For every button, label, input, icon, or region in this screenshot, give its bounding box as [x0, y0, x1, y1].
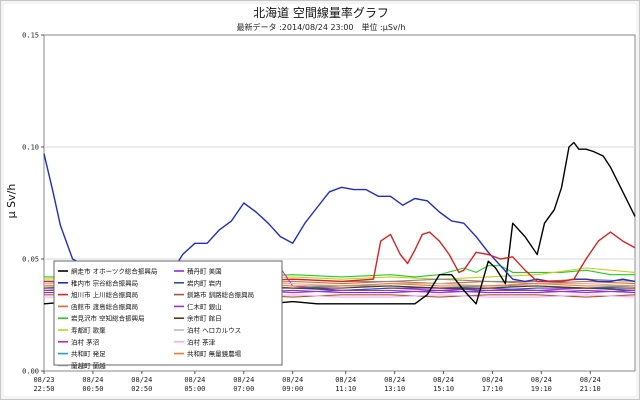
y-tick-label: 0.10: [22, 144, 39, 152]
x-tick-label: 08/24 07:00: [233, 376, 254, 393]
legend-label: 稚内市 宗谷総合振興局: [71, 278, 138, 287]
legend-label: 網走市 オホーツク総合振興局: [71, 267, 157, 276]
x-tick-label: 08/24 09:00: [282, 376, 303, 393]
legend-label: 函館市 渡島総合振興局: [71, 302, 138, 311]
legend-label: 旭川市 上川総合振興局: [71, 290, 138, 299]
x-tick-label: 08/24 13:10: [384, 376, 405, 393]
legend-label: 泊村 茅沼: [71, 337, 99, 346]
x-tick-label: 08/24 02:50: [131, 376, 152, 393]
legend-label: 余市町 館日: [187, 314, 222, 323]
y-tick-label: 0.05: [22, 256, 39, 264]
legend-label: 仁木町 銀山: [187, 302, 222, 311]
legend-label: 釧路市 釧路総合振興局: [187, 290, 254, 299]
y-tick-label: 0.00: [22, 368, 39, 376]
y-tick-label: 0.15: [22, 32, 39, 40]
legend-label: 泊村 ヘロカルウス: [187, 326, 241, 335]
legend-label: 岩見沢市 空知総合振興局: [71, 314, 145, 323]
x-tick-label: 08/24 15:10: [433, 376, 454, 393]
chart-title: 北海道 空間線量率グラフ: [253, 5, 389, 20]
legend-label: 共和町 発足: [71, 349, 106, 358]
x-tick-label: 08/24 21:10: [580, 376, 601, 393]
axis-layer: 0.00 0.05 0.10 0.15 08/23 22:50 08/24 00:50 08/2…: [22, 32, 601, 394]
x-tick-label: 08/24 05:00: [184, 376, 205, 393]
legend-label: 蘭越町 蘭越: [71, 361, 106, 370]
series-line-2: [44, 231, 636, 283]
legend-label: 積丹町 美国: [187, 267, 222, 276]
legend-label: 泊村 茶津: [187, 337, 216, 346]
x-tick-label: 08/24 17:10: [482, 376, 503, 393]
legend-box: [53, 260, 283, 366]
grid-layer: [44, 146, 635, 260]
chart-subtitle: 最新データ :2014/08/24 23:00 単位 :μSv/h: [237, 22, 406, 32]
x-tick-label: 08/24 00:50: [82, 376, 103, 393]
y-axis-label: μ Sv/h: [5, 184, 18, 219]
legend-label: 岩内町 岩内: [187, 278, 222, 287]
x-tick-label: 08/24 19:10: [531, 376, 552, 393]
x-tick-label: 08/24 11:10: [335, 376, 356, 393]
legend-label: 共和町 無量鏡農場: [187, 349, 242, 358]
legend-label: 寿都町 歌棄: [71, 326, 106, 335]
x-tick-label: 08/23 22:50: [33, 376, 54, 393]
